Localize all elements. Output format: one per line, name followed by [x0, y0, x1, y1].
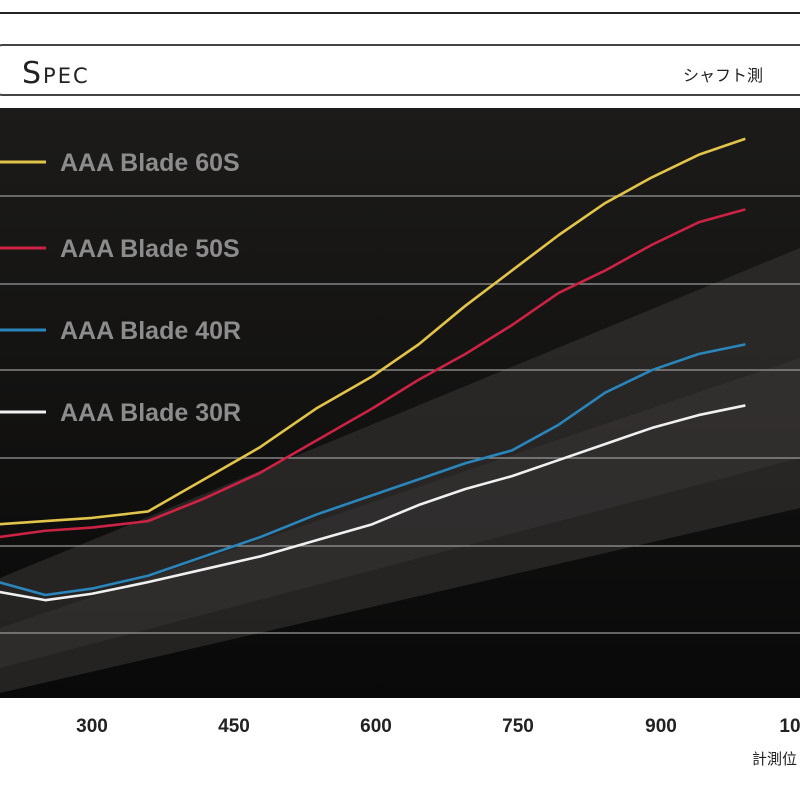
legend-label-1: AAA Blade 50S	[60, 235, 240, 263]
series-line-1	[0, 208, 746, 539]
x-axis-label: 計測位	[752, 750, 798, 768]
chart-area: AAA Blade 60S AAA Blade 50S AAA Blade 40R A…	[0, 108, 800, 698]
spec-header-bar	[0, 44, 800, 96]
legend: AAA Blade 60S AAA Blade 50S AAA Blade 40R A…	[0, 149, 241, 427]
series-line-3	[0, 404, 746, 602]
line-chart: AAA Blade 60S AAA Blade 50S AAA Blade 40R A…	[0, 108, 800, 698]
diagonal-band	[0, 248, 800, 693]
x-tick-label: 600	[360, 716, 392, 737]
spec-title: Spec	[22, 56, 90, 91]
x-tick-label: 10	[779, 716, 800, 737]
legend-label-2: AAA Blade 40R	[60, 317, 241, 345]
series-line-2	[0, 343, 746, 597]
x-tick-label: 750	[502, 716, 534, 737]
grid-lines	[0, 195, 800, 634]
top-rule	[0, 12, 800, 14]
x-tick-label: 450	[218, 716, 250, 737]
series-lines	[0, 137, 746, 602]
x-tick-label: 900	[645, 716, 677, 737]
spec-note: シャフト測	[683, 66, 764, 85]
legend-label-3: AAA Blade 30R	[60, 399, 241, 427]
series-line-0	[0, 137, 746, 526]
legend-label-0: AAA Blade 60S	[60, 149, 240, 177]
x-tick-label: 300	[76, 716, 108, 737]
